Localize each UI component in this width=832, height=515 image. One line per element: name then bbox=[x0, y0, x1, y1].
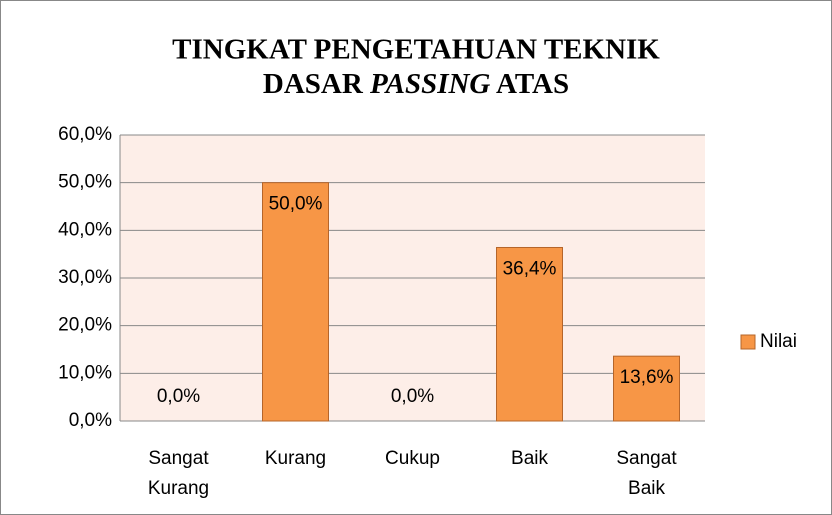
x-tick-label: Sangat Kurang bbox=[148, 448, 209, 499]
data-label: 0,0% bbox=[391, 386, 434, 407]
bar bbox=[613, 355, 680, 422]
x-tick-label: Kurang bbox=[265, 448, 326, 469]
y-tick-label: 50,0% bbox=[58, 172, 112, 193]
x-tick-label: Cukup bbox=[385, 448, 440, 469]
legend-label: Nilai bbox=[760, 331, 797, 352]
title-part: ATAS bbox=[496, 68, 569, 100]
y-tick-label: 20,0% bbox=[58, 315, 112, 336]
x-tick-label: Sangat Baik bbox=[616, 448, 677, 499]
y-tick-label: 0,0% bbox=[69, 410, 112, 431]
chart-title: TINGKAT PENGETAHUAN TEKNIK bbox=[172, 34, 660, 66]
data-label: 50,0% bbox=[269, 194, 323, 215]
x-tick-label: Baik bbox=[511, 448, 548, 469]
y-tick-label: 40,0% bbox=[58, 219, 112, 240]
bar bbox=[262, 182, 329, 422]
chart-title: DASAR PASSING ATAS bbox=[263, 68, 569, 100]
y-tick-label: 60,0% bbox=[58, 124, 112, 145]
bar bbox=[496, 246, 563, 422]
title-part: DASAR bbox=[263, 68, 364, 100]
data-label: 13,6% bbox=[620, 367, 674, 388]
y-tick-label: 10,0% bbox=[58, 362, 112, 383]
title-part: PASSING bbox=[369, 68, 490, 100]
y-tick-label: 30,0% bbox=[58, 267, 112, 288]
data-label: 36,4% bbox=[503, 259, 557, 280]
data-label: 0,0% bbox=[157, 386, 200, 407]
legend-swatch bbox=[740, 334, 756, 350]
